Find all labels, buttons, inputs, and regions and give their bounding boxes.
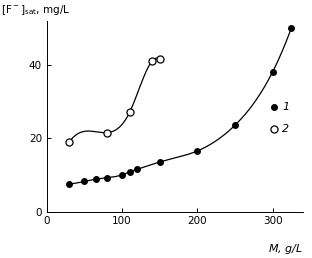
Point	[67, 140, 72, 144]
Point	[157, 57, 162, 61]
Point	[67, 182, 72, 186]
Text: 1: 1	[282, 102, 289, 111]
Point	[93, 177, 98, 181]
Point	[127, 110, 132, 115]
Text: $M$, g/L: $M$, g/L	[268, 242, 303, 256]
Point	[45, 208, 50, 212]
Point	[157, 160, 162, 164]
Point	[150, 59, 155, 63]
Point	[127, 170, 132, 174]
Text: 2: 2	[282, 124, 289, 134]
Point	[119, 173, 124, 177]
Point	[105, 176, 110, 180]
Point	[82, 179, 87, 183]
Point	[232, 123, 237, 127]
Point	[195, 149, 200, 153]
Text: $[\mathrm{F}^-]_\mathrm{sat}$, mg/L: $[\mathrm{F}^-]_\mathrm{sat}$, mg/L	[1, 3, 70, 17]
Point	[45, 207, 50, 212]
Point	[134, 167, 139, 171]
Point	[270, 70, 275, 74]
Point	[105, 131, 110, 135]
Point	[289, 26, 294, 30]
